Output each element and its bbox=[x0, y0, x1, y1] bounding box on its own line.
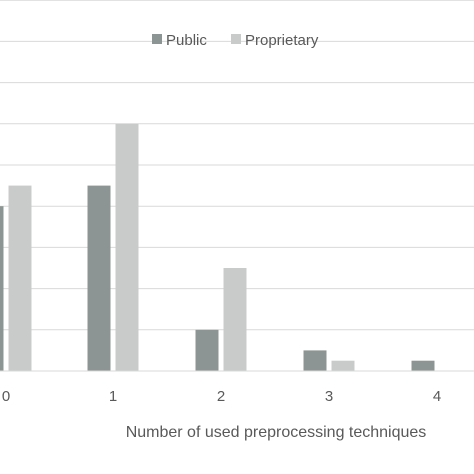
legend-label-proprietary: Proprietary bbox=[245, 32, 319, 49]
x-tick-label: 4 bbox=[433, 388, 441, 405]
gridlines bbox=[0, 0, 474, 331]
legend-swatch-public bbox=[152, 34, 162, 44]
x-tick-label: 3 bbox=[325, 388, 333, 405]
legend: Public Proprietary bbox=[152, 32, 319, 49]
x-tick-label: 0 bbox=[2, 388, 10, 405]
bar-public-2 bbox=[195, 329, 219, 371]
legend-swatch-proprietary bbox=[231, 34, 241, 44]
bar-public-3 bbox=[303, 350, 327, 371]
x-axis-title: Number of used preprocessing techniques bbox=[126, 424, 427, 441]
bar-proprietary-1 bbox=[115, 123, 139, 371]
bar-public-1 bbox=[87, 185, 111, 371]
bars bbox=[0, 123, 435, 371]
bar-proprietary-0 bbox=[8, 185, 32, 371]
bar-public-4 bbox=[411, 360, 435, 371]
x-tick-labels: 0 1 2 3 4 bbox=[2, 388, 441, 405]
x-tick-label: 2 bbox=[217, 388, 225, 405]
x-tick-label: 1 bbox=[109, 388, 117, 405]
legend-label-public: Public bbox=[166, 32, 207, 49]
bar-proprietary-3 bbox=[331, 360, 355, 371]
bar-proprietary-2 bbox=[223, 268, 247, 371]
bar-public-0 bbox=[0, 206, 4, 371]
